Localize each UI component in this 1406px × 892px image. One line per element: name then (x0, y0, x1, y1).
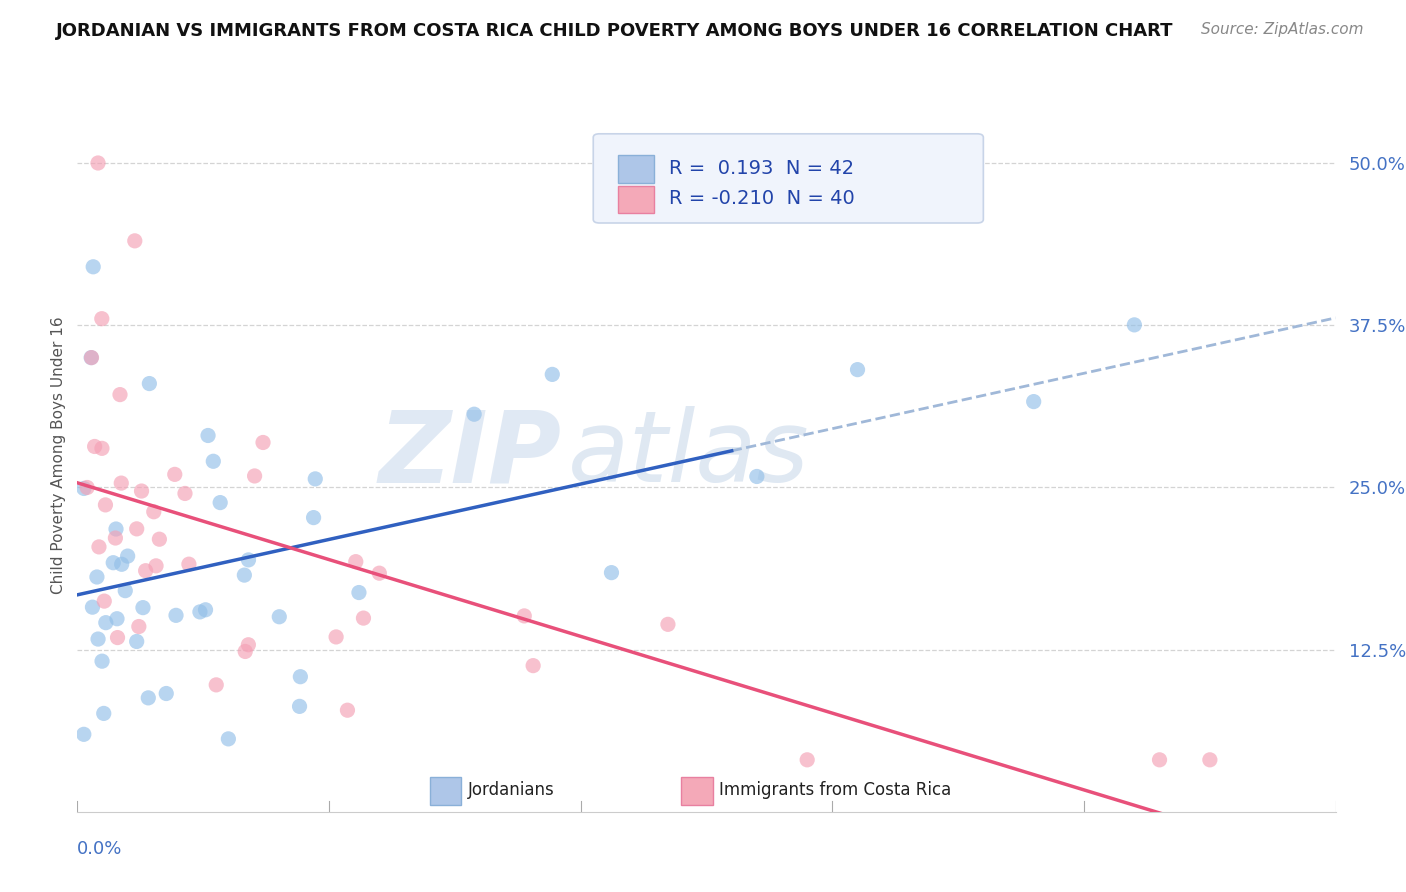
Point (796, 753, 818, 767)
Bar (619, 155, 654, 183)
Text: Jordanians: Jordanians (467, 781, 554, 799)
Point (80, 351, 103, 365)
Point (94, 615, 117, 630)
Point (238, 638, 260, 652)
Point (87, 632, 110, 646)
Point (111, 558, 134, 572)
Point (90, 311, 112, 326)
Point (94, 498, 117, 512)
Text: ZIP: ZIP (378, 407, 562, 503)
Point (541, 368, 564, 382)
Point (110, 476, 132, 491)
Point (104, 531, 127, 545)
Point (217, 731, 239, 746)
Point (117, 549, 139, 563)
Point (336, 703, 359, 717)
Point (233, 568, 256, 582)
Point (83, 440, 105, 454)
Point (73, 482, 96, 496)
Text: Immigrants from Costa Rica: Immigrants from Costa Rica (718, 781, 952, 799)
Point (82, 600, 104, 615)
Point (205, 678, 228, 692)
Text: 0.0%: 0.0% (77, 840, 122, 858)
Point (252, 435, 274, 450)
Point (233, 644, 256, 658)
Bar (682, 778, 713, 805)
Bar (430, 778, 461, 805)
Point (135, 564, 157, 578)
Point (522, 658, 544, 673)
Point (108, 387, 131, 401)
Y-axis label: Child Poverty Among Boys Under 16: Child Poverty Among Boys Under 16 (51, 316, 66, 594)
Point (165, 608, 187, 623)
Point (105, 612, 128, 626)
Point (107, 631, 129, 645)
Point (132, 600, 155, 615)
Point (128, 619, 150, 633)
Point (600, 566, 623, 580)
Point (347, 585, 370, 599)
Text: R =  0.193  N = 42: R = 0.193 N = 42 (669, 159, 853, 178)
Point (209, 495, 232, 509)
Point (846, 362, 869, 376)
Point (124, 234, 146, 248)
Point (269, 609, 291, 624)
Text: R = -0.210  N = 40: R = -0.210 N = 40 (669, 189, 855, 209)
Point (91, 442, 114, 456)
Bar (619, 186, 654, 213)
Point (197, 428, 219, 442)
Point (145, 558, 167, 573)
Point (243, 469, 266, 483)
Point (188, 605, 211, 619)
Point (125, 522, 148, 536)
Point (76, 481, 98, 495)
Point (304, 472, 326, 486)
Point (1149, 753, 1171, 767)
Point (136, 690, 159, 705)
Point (344, 555, 367, 569)
Point (1022, 394, 1045, 409)
Point (177, 557, 200, 571)
Point (138, 376, 160, 391)
Point (657, 617, 679, 632)
Point (290, 670, 312, 684)
FancyBboxPatch shape (593, 134, 983, 223)
Text: atlas: atlas (568, 407, 810, 503)
Point (91, 654, 114, 668)
Point (302, 510, 325, 524)
Point (174, 486, 197, 500)
Point (463, 407, 485, 421)
Point (87, 540, 110, 554)
Point (86, 570, 108, 584)
Point (238, 553, 260, 567)
Point (131, 483, 153, 498)
Point (1123, 318, 1146, 332)
Point (73, 727, 96, 741)
Point (155, 686, 177, 700)
Point (114, 583, 136, 598)
Point (148, 532, 170, 546)
Point (353, 611, 375, 625)
Text: JORDANIAN VS IMMIGRANTS FROM COSTA RICA CHILD POVERTY AMONG BOYS UNDER 16 CORREL: JORDANIAN VS IMMIGRANTS FROM COSTA RICA … (56, 22, 1174, 40)
Point (93, 706, 115, 721)
Point (93, 594, 115, 608)
Point (125, 634, 148, 648)
Point (202, 454, 225, 468)
Point (82, 260, 104, 274)
Point (194, 603, 217, 617)
Point (745, 469, 768, 483)
Point (368, 566, 391, 581)
Text: Source: ZipAtlas.com: Source: ZipAtlas.com (1201, 22, 1364, 37)
Point (1198, 753, 1220, 767)
Point (80, 351, 103, 365)
Point (87, 156, 110, 170)
Point (103, 556, 125, 570)
Point (325, 630, 347, 644)
Point (105, 522, 128, 536)
Point (163, 467, 186, 482)
Point (513, 608, 536, 623)
Point (288, 699, 311, 714)
Point (142, 505, 165, 519)
